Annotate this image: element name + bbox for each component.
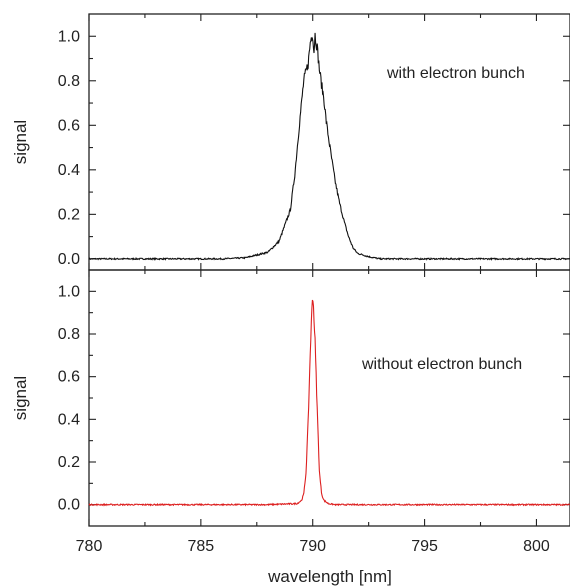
x-tick-label: 780 [76,538,103,555]
bottom-y-tick-label: 0.6 [58,369,80,386]
top-y-tick-label: 0.2 [58,206,80,223]
bottom-y-tick-label: 0.8 [58,326,80,343]
x-tick-label: 795 [411,538,438,555]
x-axis-label: wavelength [nm] [267,567,392,586]
x-tick-label: 785 [188,538,215,555]
top-series-line [88,32,570,261]
bottom-y-tick-label: 0.4 [58,411,80,428]
top-y-tick-label: 1.0 [58,28,80,45]
x-tick-label: 790 [299,538,326,555]
bottom-ticks: 0.0 0.2 0.4 0.6 0.8 1.0 780 785 790 795 800 [58,270,570,555]
bottom-y-tick-label: 0.2 [58,454,80,471]
top-y-tick-label: 0.8 [58,73,80,90]
bottom-plot-frame [88,269,570,527]
bottom-y-tick-label: 0.0 [58,497,80,514]
top-y-tick-label: 0.4 [58,162,80,179]
top-y-tick-label: 0.0 [58,251,80,268]
top-ticks: 0.0 0.2 0.4 0.6 0.8 1.0 [58,14,570,270]
bottom-series-line [88,299,570,507]
bottom-panel: signal without electron bunch wavelength… [11,269,570,586]
bottom-y-axis-label: signal [11,376,30,420]
top-panel: signal with electron bunch 0.00.20.40.60… [11,13,570,271]
bottom-annotation: without electron bunch [361,356,522,373]
bottom-y-tick-label: 1.0 [58,283,80,300]
x-tick-label: 800 [523,538,550,555]
top-y-axis-label: signal [11,120,30,164]
top-y-tick-label: 0.6 [58,117,80,134]
top-annotation: with electron bunch [386,65,525,82]
